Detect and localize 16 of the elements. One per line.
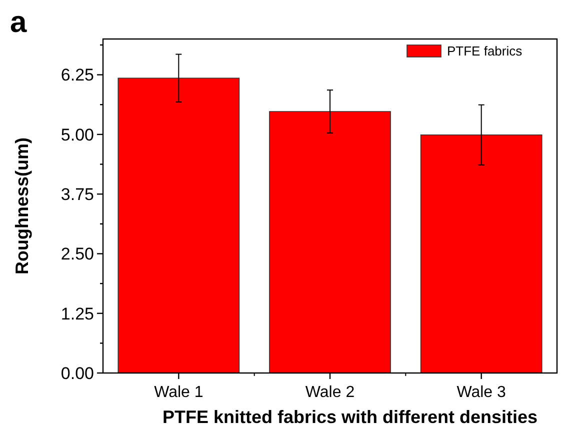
y-axis-title: Roughness(um) [12,138,32,274]
y-tick-label: 3.75 [60,185,94,204]
x-axis-title: PTFE knitted fabrics with different densities [162,407,538,427]
x-tick-label: Wale 1 [154,384,204,401]
y-tick-label: 5.00 [60,125,94,144]
bar [118,78,240,374]
bar [269,111,391,374]
legend-label: PTFE fabrics [447,44,523,59]
y-tick-label: 1.25 [60,304,94,324]
y-tick-label: 2.50 [60,244,94,264]
text: a [10,6,27,39]
x-tick-label: Wale 2 [305,384,355,401]
x-tick-label: Wale 3 [456,384,506,401]
y-tick-label: 0.00 [60,364,94,383]
y-tick-label: 6.25 [60,66,94,85]
bar [420,134,542,374]
